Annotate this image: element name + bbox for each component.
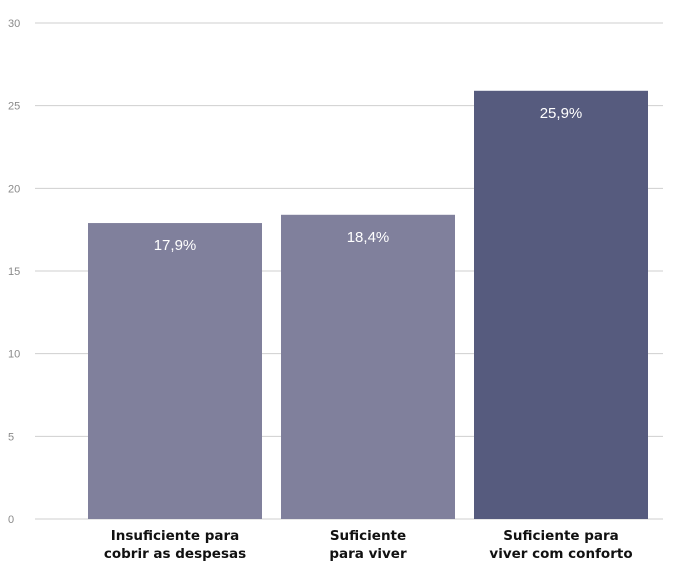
bar-1 bbox=[281, 214, 455, 519]
bar-0 bbox=[88, 223, 262, 519]
y-tick-label-30: 30 bbox=[8, 18, 20, 30]
category-label-1-line-0: Suficiente bbox=[330, 528, 406, 544]
category-labels: Insuficiente para cobrir as despesas Sufic… bbox=[104, 528, 633, 561]
y-tick-label-15: 15 bbox=[8, 266, 20, 278]
bar-2 bbox=[474, 90, 648, 519]
y-tick-label-20: 20 bbox=[8, 183, 20, 195]
category-label-1-line-1: para viver bbox=[329, 546, 407, 561]
y-tick-label-25: 25 bbox=[8, 101, 20, 113]
data-label-1: 18,4% bbox=[347, 229, 390, 246]
y-tick-label-0: 0 bbox=[8, 514, 14, 526]
y-tick-label-5: 5 bbox=[8, 431, 14, 443]
category-label-2-line-0: Suficiente para bbox=[503, 528, 619, 544]
data-labels: 17,9% 18,4% 25,9% bbox=[154, 105, 583, 254]
y-axis-ticks: 0 5 10 15 20 25 30 bbox=[8, 18, 20, 526]
bars bbox=[88, 90, 648, 519]
category-label-0-line-0: Insuficiente para bbox=[111, 528, 240, 544]
data-label-2: 25,9% bbox=[540, 105, 583, 122]
category-label-0-line-1: cobrir as despesas bbox=[104, 546, 246, 561]
category-label-2-line-1: viver com conforto bbox=[489, 546, 632, 561]
y-tick-label-10: 10 bbox=[8, 349, 20, 361]
data-label-0: 17,9% bbox=[154, 237, 197, 254]
